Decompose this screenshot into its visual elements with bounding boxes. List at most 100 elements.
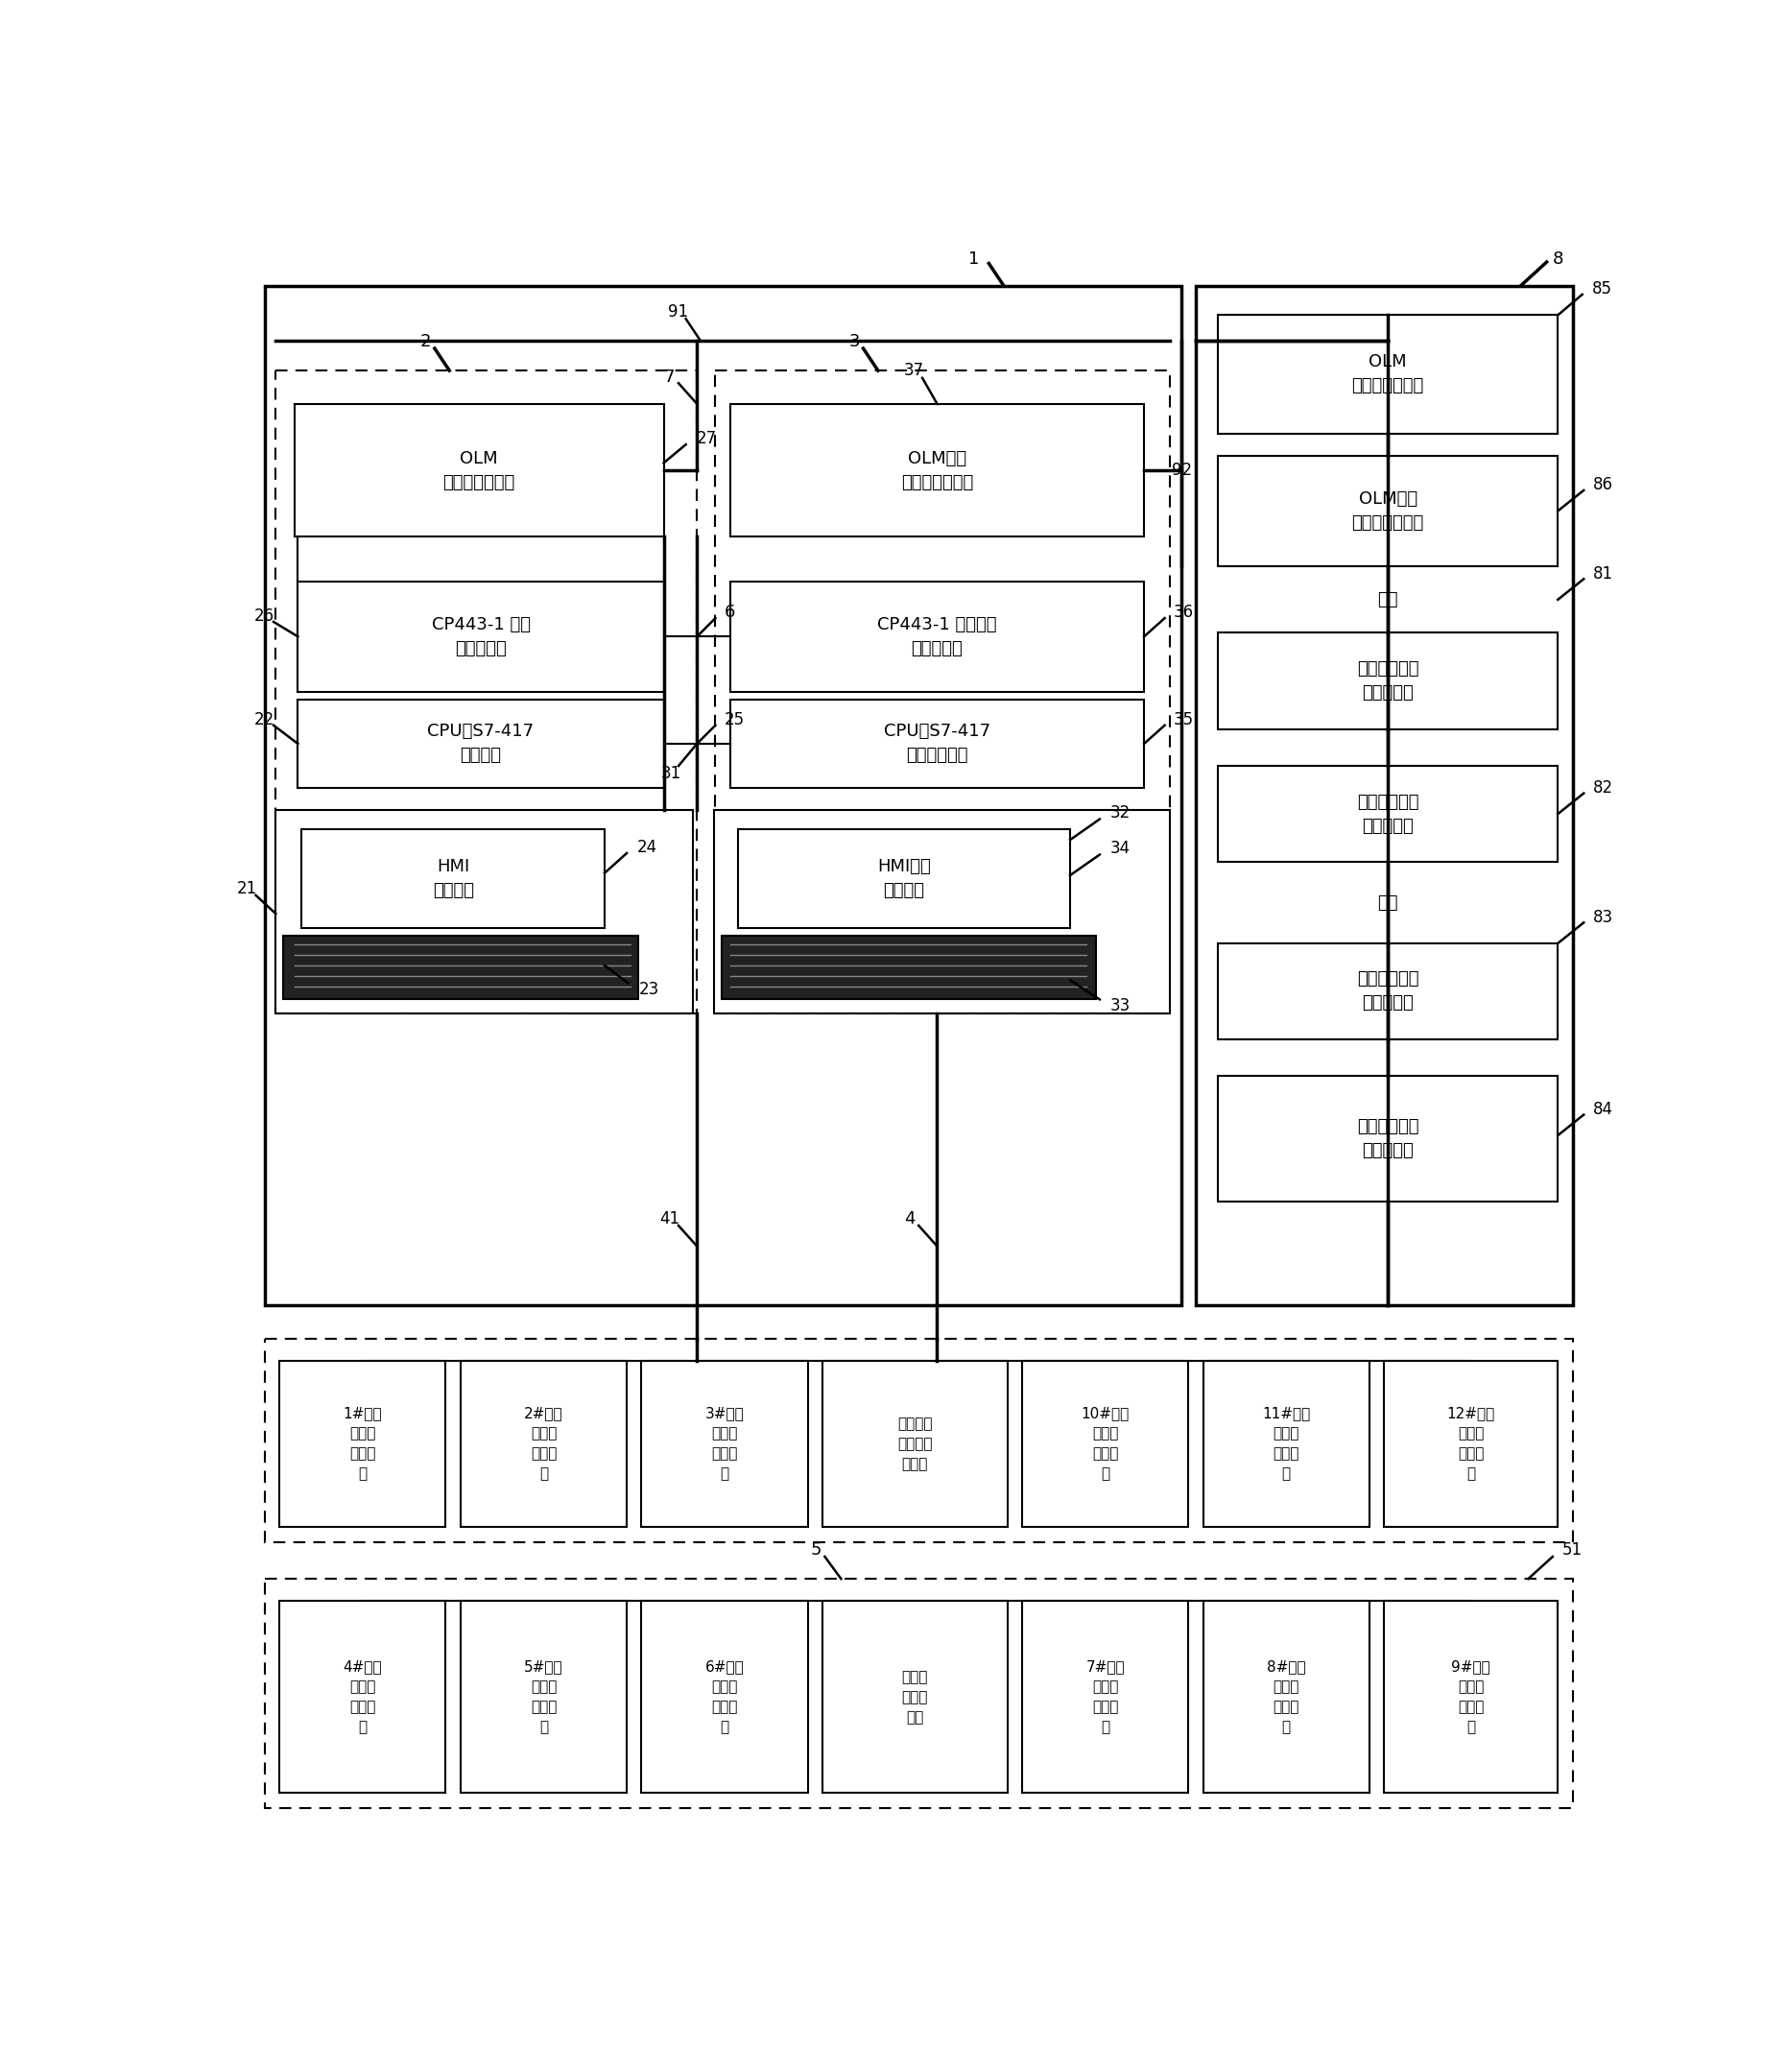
Text: 83: 83: [1593, 910, 1613, 926]
Text: 7#船艇
锚机操
作控制
柜: 7#船艇 锚机操 作控制 柜: [1086, 1660, 1125, 1734]
Text: CPU：S7-417
主控制站: CPU：S7-417 主控制站: [427, 723, 534, 765]
Text: 8: 8: [1552, 251, 1563, 267]
Text: 远程锚机机舱
子控制装置: 远程锚机机舱 子控制装置: [1357, 1119, 1418, 1160]
Text: 41: 41: [659, 1210, 680, 1227]
Text: 84: 84: [1593, 1100, 1613, 1119]
Bar: [1204, 1361, 1370, 1527]
Text: 8#船艇
锚机操
作控制
柜: 8#船艇 锚机操 作控制 柜: [1266, 1660, 1306, 1734]
Bar: [302, 829, 605, 928]
Text: OLM冗余
近端光电转换器: OLM冗余 近端光电转换器: [900, 450, 973, 491]
Text: 34: 34: [1111, 839, 1131, 856]
Bar: [461, 1361, 627, 1527]
Bar: [279, 1602, 446, 1792]
Bar: [1218, 315, 1557, 433]
Text: OLM
近端光电转换器: OLM 近端光电转换器: [443, 450, 514, 491]
Text: 22: 22: [254, 711, 275, 727]
Text: 7: 7: [664, 369, 675, 385]
Bar: [275, 371, 697, 1013]
Text: 远程锚机机舱
子控制装置: 远程锚机机舱 子控制装置: [1357, 661, 1418, 702]
Text: 光缆: 光缆: [1377, 893, 1398, 912]
Text: 11#船舶
锚机操
作控制
柜: 11#船舶 锚机操 作控制 柜: [1263, 1407, 1311, 1481]
Text: 5#船艇
锚机操
作控制
柜: 5#船艇 锚机操 作控制 柜: [523, 1660, 563, 1734]
Text: 6: 6: [725, 603, 736, 622]
Text: 51: 51: [1563, 1542, 1582, 1558]
Text: 6#船艇
锚机操
作控制
柜: 6#船艇 锚机操 作控制 柜: [705, 1660, 745, 1734]
Text: 37: 37: [904, 363, 923, 379]
Bar: [1204, 1602, 1370, 1792]
Text: CPU：S7-417
冗余主控制站: CPU：S7-417 冗余主控制站: [884, 723, 991, 765]
Bar: [823, 1361, 1007, 1527]
Text: 5: 5: [811, 1542, 822, 1558]
Text: 光缆: 光缆: [1377, 591, 1398, 609]
Bar: [738, 829, 1070, 928]
Text: CP443-1 以太网冗
余通讯设备: CP443-1 以太网冗 余通讯设备: [877, 615, 997, 657]
Bar: [730, 404, 1145, 537]
Bar: [641, 1361, 807, 1527]
Bar: [1022, 1361, 1188, 1527]
Text: 船舶锚机
联动操作
控制柜: 船舶锚机 联动操作 控制柜: [897, 1417, 932, 1471]
Text: 4#船艇
锚机操
作控制
柜: 4#船艇 锚机操 作控制 柜: [343, 1660, 382, 1734]
Text: OLM冗余
远端光电转换器: OLM冗余 远端光电转换器: [1352, 491, 1423, 533]
Bar: [823, 1602, 1007, 1792]
Bar: [1218, 943, 1557, 1040]
Text: HMI冗余
人机接口: HMI冗余 人机接口: [877, 858, 931, 899]
Text: 32: 32: [1111, 804, 1131, 821]
Text: 82: 82: [1593, 779, 1613, 798]
Text: 36: 36: [1173, 603, 1193, 622]
Text: 21: 21: [238, 881, 257, 897]
Text: 81: 81: [1593, 566, 1613, 582]
Text: 远程锚机机舱
子控制装置: 远程锚机机舱 子控制装置: [1357, 970, 1418, 1011]
Bar: [1218, 767, 1557, 862]
Text: 12#船舶
锚机操
作控制
柜: 12#船舶 锚机操 作控制 柜: [1447, 1407, 1495, 1481]
Bar: [264, 1579, 1573, 1809]
Bar: [279, 1361, 446, 1527]
Bar: [284, 937, 638, 999]
Text: 35: 35: [1173, 711, 1193, 727]
Text: 26: 26: [255, 607, 275, 624]
Text: OLM
远端光电转换器: OLM 远端光电转换器: [1352, 354, 1423, 396]
Bar: [264, 286, 1181, 1305]
Text: 1#船舶
锚机操
作控制
柜: 1#船舶 锚机操 作控制 柜: [343, 1407, 382, 1481]
Bar: [716, 371, 1170, 1013]
Text: 9#船艇
锚机操
作控制
柜: 9#船艇 锚机操 作控制 柜: [1452, 1660, 1491, 1734]
Bar: [1384, 1602, 1557, 1792]
Bar: [1218, 632, 1557, 729]
Bar: [722, 937, 1097, 999]
Text: 31: 31: [661, 765, 680, 781]
Text: 10#船舶
锚机操
作控制
柜: 10#船舶 锚机操 作控制 柜: [1081, 1407, 1129, 1481]
Bar: [461, 1602, 627, 1792]
Text: 远程锚机机舱
子控制装置: 远程锚机机舱 子控制装置: [1357, 794, 1418, 835]
Text: 86: 86: [1593, 477, 1613, 493]
Text: 25: 25: [725, 711, 745, 727]
Text: 船艇总
操作控
制柜: 船艇总 操作控 制柜: [902, 1670, 929, 1724]
Text: 2#船舶
锚机操
作控制
柜: 2#船舶 锚机操 作控制 柜: [523, 1407, 563, 1481]
Bar: [295, 404, 664, 537]
Text: 1: 1: [968, 251, 979, 267]
Text: 92: 92: [1172, 462, 1193, 479]
Text: 24: 24: [638, 839, 657, 856]
Bar: [1218, 1075, 1557, 1202]
Bar: [298, 580, 664, 692]
Text: CP443-1 以太
网通讯设备: CP443-1 以太 网通讯设备: [432, 615, 530, 657]
Bar: [1197, 286, 1573, 1305]
Text: 3: 3: [848, 334, 859, 350]
Text: 85: 85: [1591, 280, 1613, 298]
Bar: [275, 810, 693, 1013]
Bar: [730, 700, 1145, 787]
Bar: [1384, 1361, 1557, 1527]
Text: 91: 91: [668, 305, 689, 321]
Bar: [1218, 456, 1557, 566]
Bar: [1022, 1602, 1188, 1792]
Text: 2: 2: [420, 334, 430, 350]
Text: 3#船舶
锚机操
作控制
柜: 3#船舶 锚机操 作控制 柜: [705, 1407, 745, 1481]
Text: 27: 27: [697, 429, 718, 448]
Text: 33: 33: [1111, 997, 1131, 1015]
Bar: [730, 580, 1145, 692]
Text: 4: 4: [904, 1210, 914, 1227]
Text: HMI
人机接口: HMI 人机接口: [432, 858, 473, 899]
Text: 23: 23: [639, 980, 659, 999]
Bar: [264, 1339, 1573, 1542]
Bar: [714, 810, 1170, 1013]
Bar: [298, 700, 664, 787]
Bar: [641, 1602, 807, 1792]
